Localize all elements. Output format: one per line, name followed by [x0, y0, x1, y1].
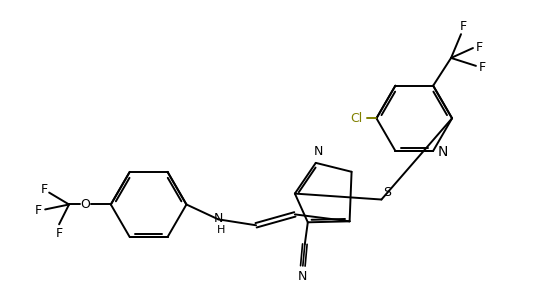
Text: F: F — [55, 227, 63, 240]
Text: N: N — [438, 145, 448, 159]
Text: O: O — [80, 198, 90, 211]
Text: N: N — [214, 212, 223, 225]
Text: F: F — [479, 61, 486, 74]
Text: N: N — [314, 145, 324, 159]
Text: F: F — [460, 20, 467, 33]
Text: H: H — [217, 225, 225, 235]
Text: F: F — [475, 41, 482, 54]
Text: N: N — [298, 270, 307, 283]
Text: S: S — [383, 186, 391, 199]
Text: Cl: Cl — [351, 112, 363, 125]
Text: F: F — [35, 204, 42, 217]
Text: F: F — [41, 183, 48, 196]
